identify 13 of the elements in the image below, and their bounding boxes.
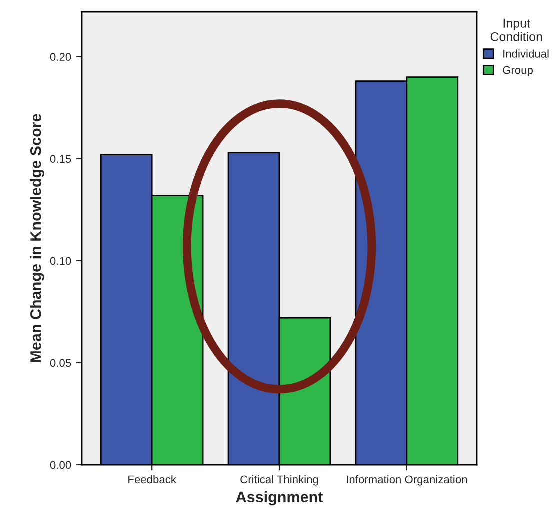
y-tick-label: 0.10 — [50, 257, 72, 266]
x-tick-label: Information Organization — [347, 475, 468, 486]
x-tick-label: Critical Thinking — [240, 475, 318, 486]
y-axis-title: Mean Change in Knowledge Score — [30, 114, 44, 362]
legend-label: Individual — [504, 50, 549, 58]
y-tick-label: 0.05 — [50, 359, 72, 368]
y-tick-label: 0.20 — [50, 53, 72, 62]
legend-title: Input Condition — [490, 19, 542, 42]
x-tick-label: Feedback — [128, 475, 176, 484]
y-tick-label: 0.00 — [50, 461, 72, 470]
legend-label: Group — [503, 66, 533, 76]
y-tick-label: 0.15 — [50, 155, 72, 164]
x-axis-title: Assignment — [236, 491, 324, 506]
